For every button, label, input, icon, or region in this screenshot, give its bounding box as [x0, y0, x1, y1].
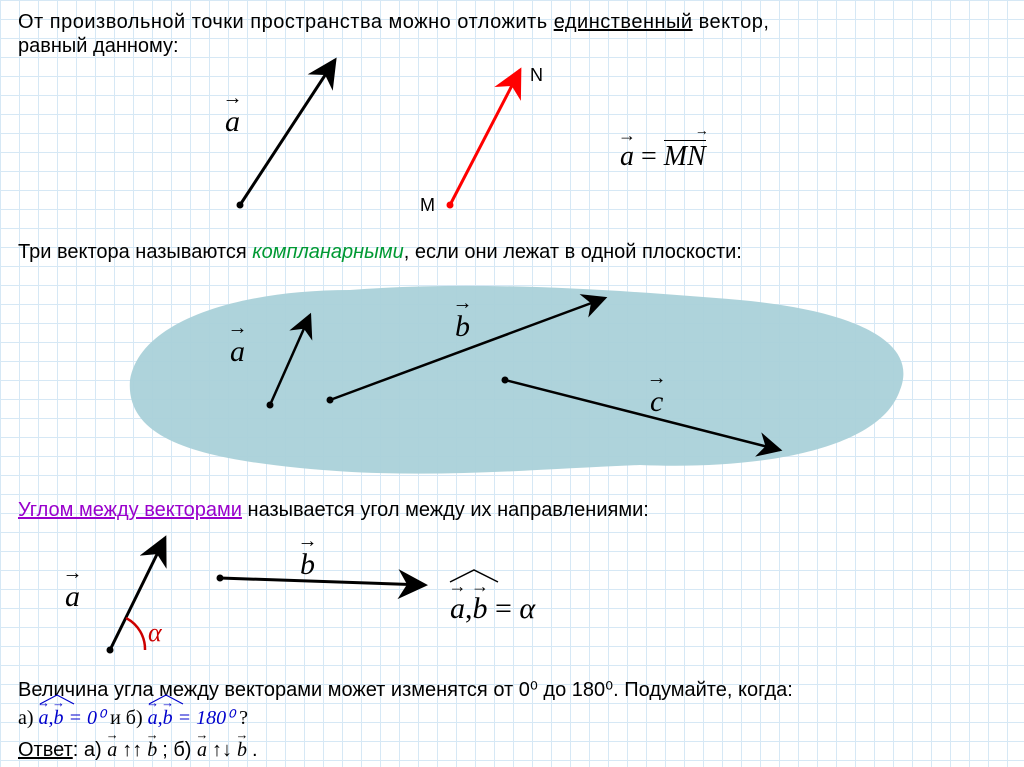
coplanar-line: Три вектора называются компланарными, ес…: [18, 240, 742, 265]
eq-a-mn: →a = →MN: [620, 140, 706, 173]
range-line: Величина угла между векторами может изме…: [18, 678, 793, 703]
eq-angle: →a,→b = α: [450, 592, 535, 626]
angle-heading-purple: Углом между векторами: [18, 499, 242, 521]
question-line: а) →a,→b = 0⁰ и б) →a,→b = 180⁰ ?: [18, 706, 248, 731]
coplanar-1: Три вектора называются: [18, 241, 252, 263]
angle-heading-rest: называется угол между их направлениями:: [242, 499, 649, 521]
diagram-layer: [0, 0, 1024, 767]
label-M: M: [420, 195, 435, 216]
coplanar-2: компланарными: [252, 241, 404, 263]
label-angle-b: b: [300, 548, 315, 582]
answer-line: Ответ: а) →a ↑↑ →b ; б) →a ↑↓ →b .: [18, 738, 258, 763]
label-N: N: [530, 65, 543, 86]
label-plane-b: b: [455, 310, 470, 344]
label-alpha: α: [148, 618, 162, 648]
label-angle-a: a: [65, 580, 80, 614]
label-plane-c: c: [650, 385, 663, 419]
coplanar-3: , если они лежат в одной плоскости:: [404, 241, 742, 263]
angle-heading: Углом между векторами называется угол ме…: [18, 498, 649, 523]
label-a1: a: [225, 105, 240, 139]
label-plane-a: a: [230, 335, 245, 369]
